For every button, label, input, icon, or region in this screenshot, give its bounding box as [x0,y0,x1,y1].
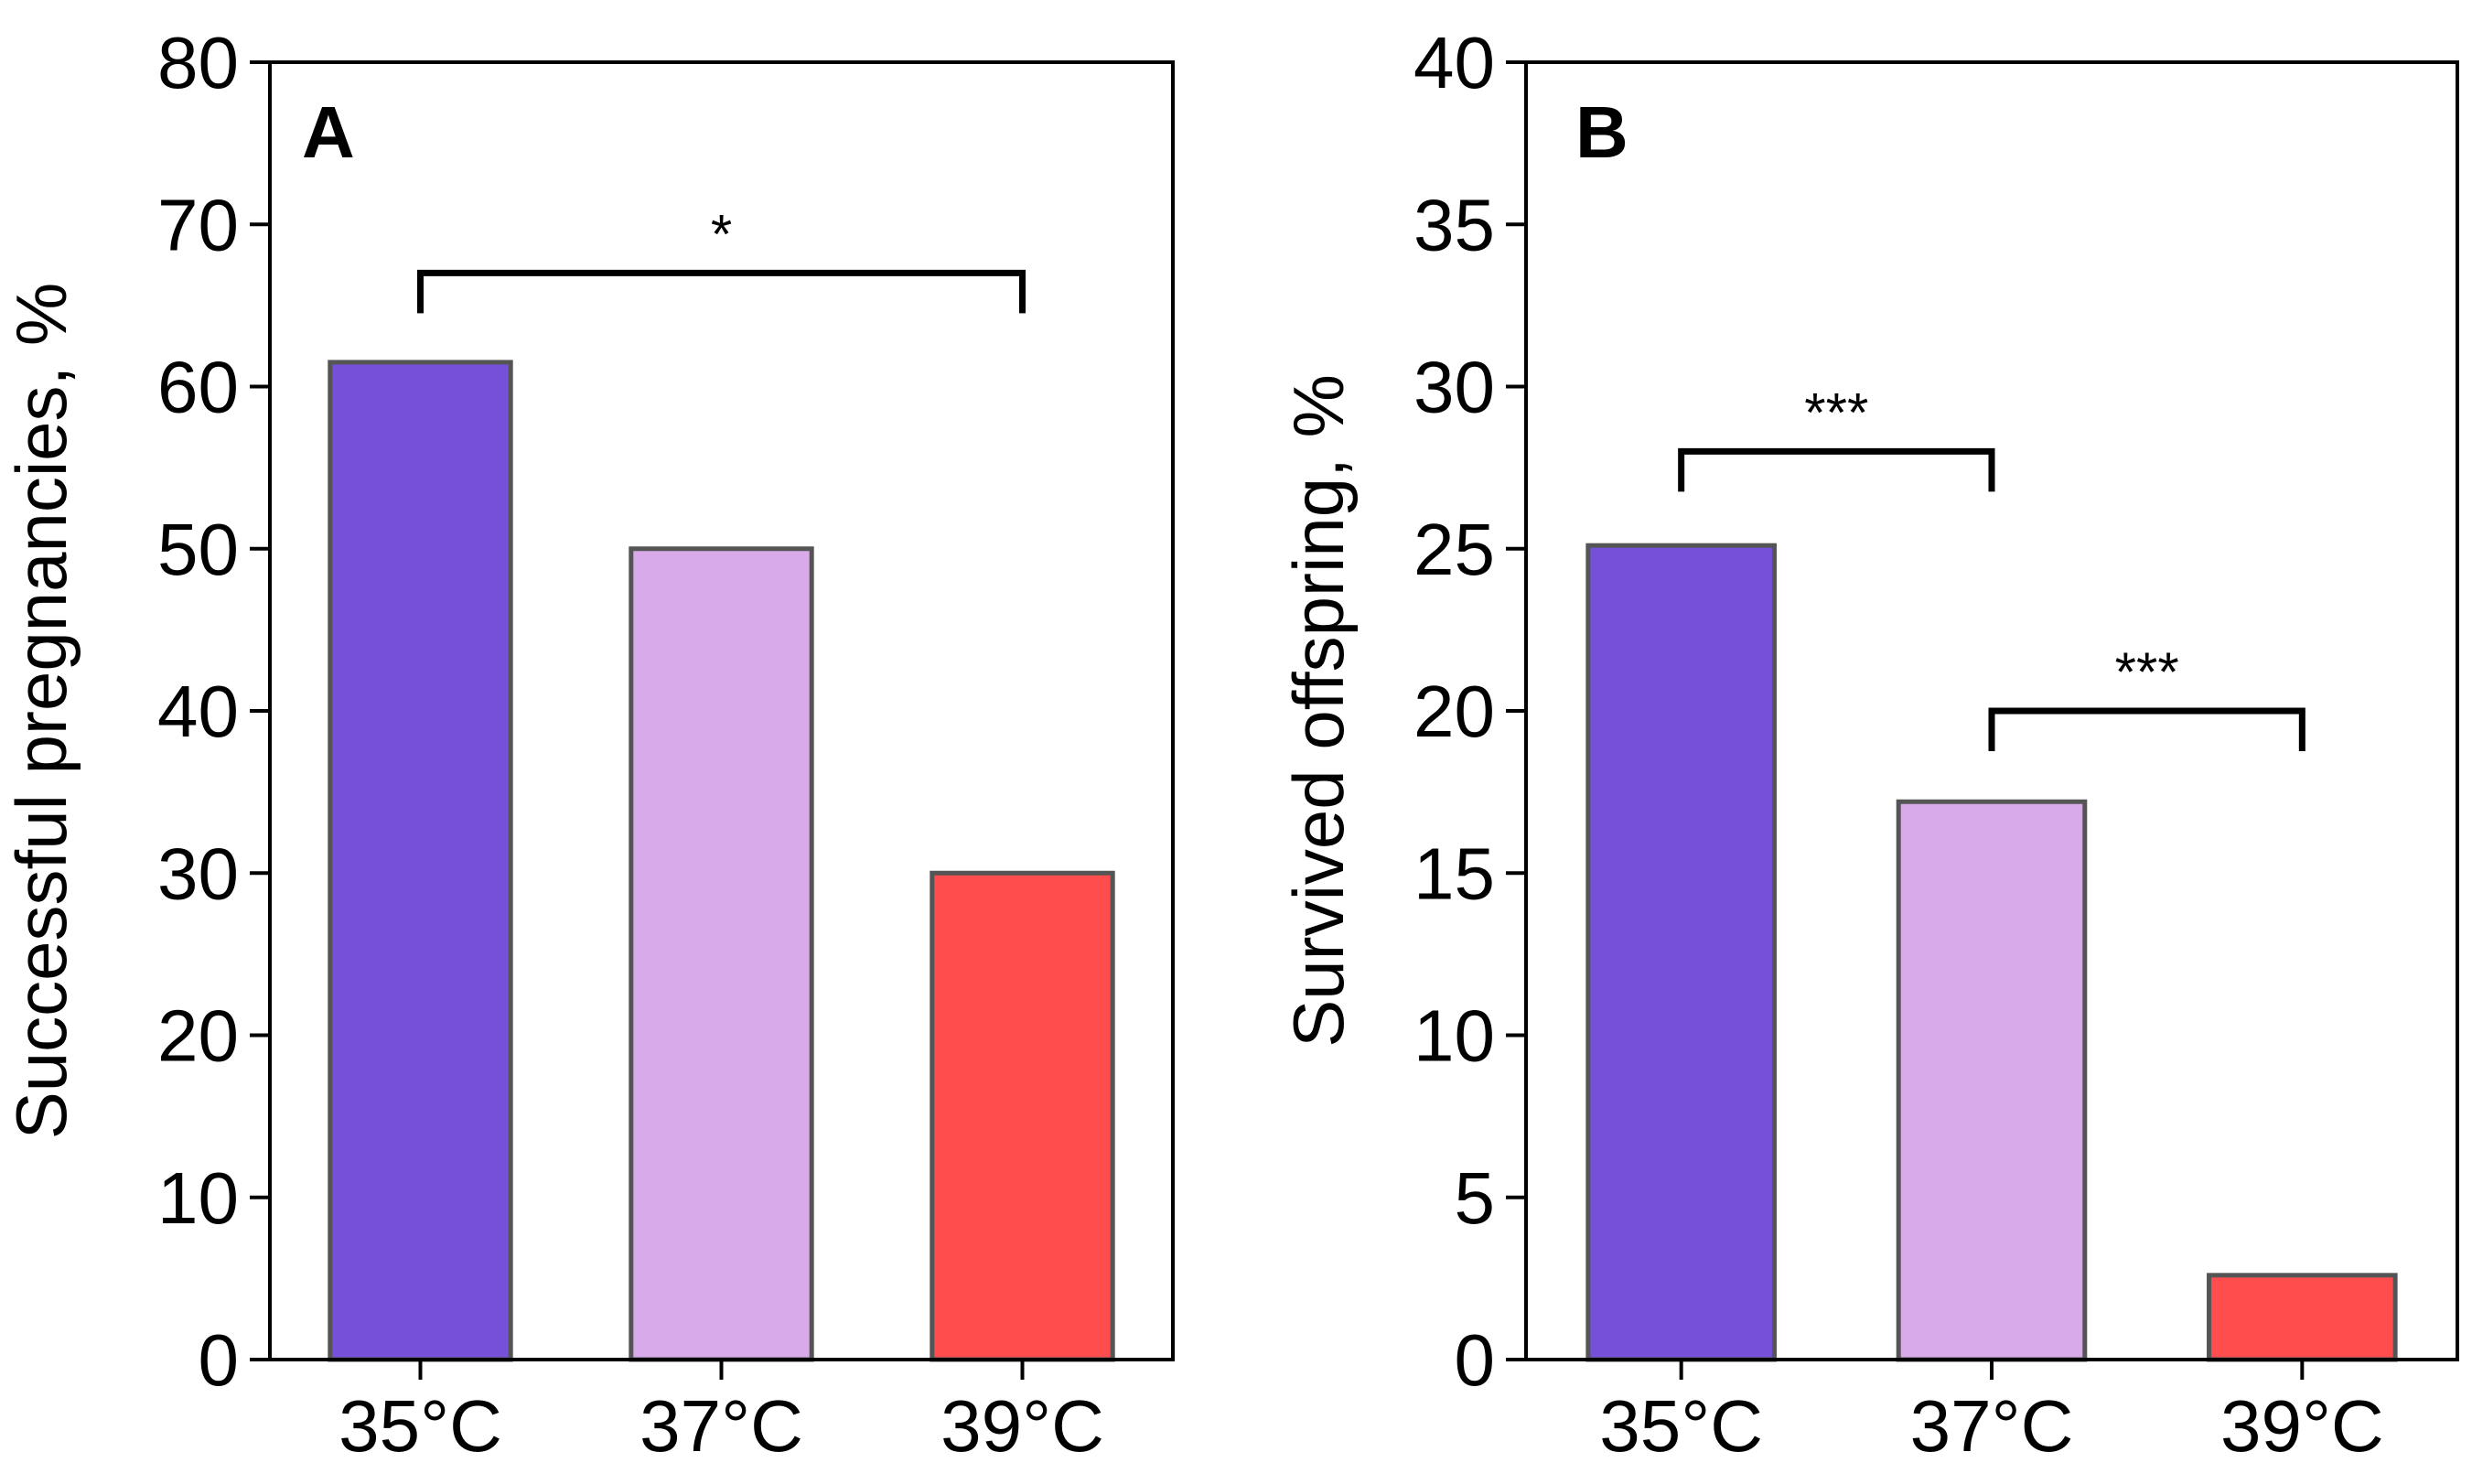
x-tick-label: 35°C [339,1385,502,1467]
y-tick-label: 20 [1413,671,1495,752]
significance-label: *** [2115,641,2179,703]
y-tick-label: 10 [1413,995,1495,1077]
significance-label: * [711,203,732,264]
significance-bracket [1678,447,1995,492]
panel-a-chart: 0 10 20 30 40 50 60 70 80 35°C 37°C 39°C Successful … [1,22,1175,1467]
y-tick-label: 5 [1455,1157,1496,1239]
y-tick-label: 30 [1413,347,1495,428]
significance-label: *** [1804,382,1868,443]
x-tick-label: 35°C [1599,1385,1763,1467]
y-tick-label: 10 [157,1157,239,1239]
y-tick-label: 60 [157,347,239,428]
panel-b-chart: 0 5 10 15 20 25 30 35 40 35°C 37°C 39°C Survived off… [1278,22,2459,1467]
y-tick-label: 25 [1413,509,1495,590]
x-tick-label: 37°C [1910,1385,2074,1467]
bar-39c [2207,1273,2398,1362]
x-tick-label: 39°C [940,1385,1104,1467]
y-tick-label: 80 [157,22,239,103]
y-tick-label: 35 [1413,184,1495,265]
x-tick-label: 37°C [639,1385,803,1467]
bar-35c [1585,543,1777,1362]
y-tick-label: 0 [1455,1319,1496,1401]
bar-37c [629,546,814,1362]
y-tick-label: 15 [1413,833,1495,914]
y-axis-title: Survived offspring, % [1278,374,1359,1048]
y-tick-label: 50 [157,509,239,590]
x-tick-label: 39°C [2220,1385,2384,1467]
significance-bracket [417,269,1026,314]
y-tick-label: 70 [157,184,239,265]
bar-37c [1896,799,2088,1362]
y-tick-label: 20 [157,995,239,1077]
y-tick-label: 40 [1413,22,1495,103]
panel-label: B [1575,91,1628,173]
y-tick-label: 40 [157,671,239,752]
significance-bracket [1988,707,2305,751]
bar-39c [930,870,1115,1362]
y-tick-label: 0 [199,1319,240,1401]
bar-35c [328,360,513,1362]
y-axis-title: Successful pregnancies, % [1,283,81,1140]
panel-label: A [302,91,355,173]
y-tick-label: 30 [157,833,239,914]
